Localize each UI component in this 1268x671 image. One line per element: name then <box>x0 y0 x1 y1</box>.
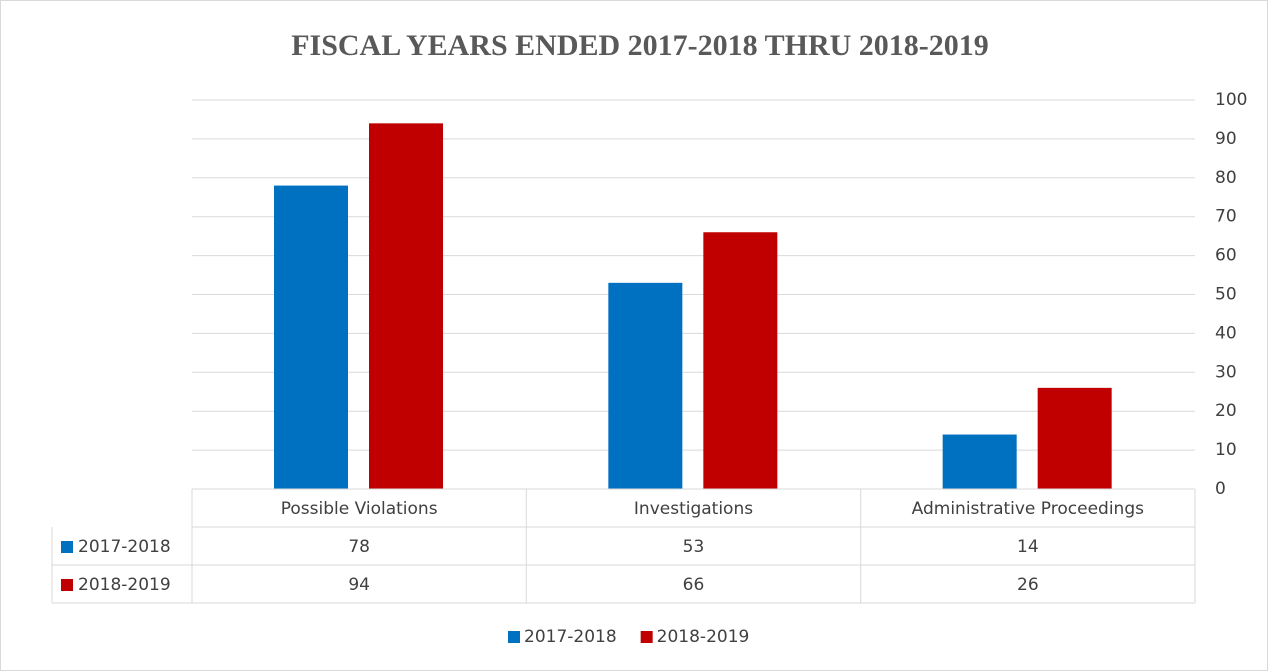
y-tick-label: 80 <box>1215 168 1237 188</box>
x-tick-label: Administrative Proceedings <box>912 499 1144 519</box>
table-row-label: 2017-2018 <box>78 537 171 557</box>
table-value: 53 <box>683 537 705 557</box>
x-tick-label: Possible Violations <box>281 499 438 519</box>
table-value: 78 <box>348 537 370 557</box>
y-tick-label: 90 <box>1215 129 1237 149</box>
y-tick-label: 20 <box>1215 401 1237 421</box>
y-tick-label: 10 <box>1215 440 1237 460</box>
y-tick-label: 0 <box>1215 479 1226 499</box>
table-legend-key <box>61 579 73 591</box>
bar <box>274 185 348 489</box>
table-value: 26 <box>1017 575 1039 595</box>
table-legend-key <box>61 541 73 553</box>
y-tick-label: 50 <box>1215 285 1237 305</box>
legend-label: 2017-2018 <box>524 627 617 647</box>
legend-key <box>508 631 520 643</box>
bar <box>942 434 1017 489</box>
y-tick-label: 30 <box>1215 362 1237 382</box>
bar <box>1037 387 1112 489</box>
bar <box>369 123 443 489</box>
chart-title: FISCAL YEARS ENDED 2017-2018 THRU 2018-2… <box>291 29 989 62</box>
table-value: 14 <box>1017 537 1039 557</box>
x-tick-label: Investigations <box>634 499 753 519</box>
table-value: 94 <box>348 575 370 595</box>
bar <box>703 232 778 489</box>
legend-label: 2018-2019 <box>657 627 750 647</box>
legend-key <box>640 631 653 643</box>
bar <box>608 282 683 489</box>
y-tick-label: 60 <box>1215 246 1237 266</box>
y-tick-label: 100 <box>1215 90 1247 110</box>
y-tick-label: 40 <box>1215 323 1237 343</box>
table-value: 66 <box>683 575 705 595</box>
y-tick-label: 70 <box>1215 207 1237 227</box>
table-row-label: 2018-2019 <box>78 575 171 595</box>
